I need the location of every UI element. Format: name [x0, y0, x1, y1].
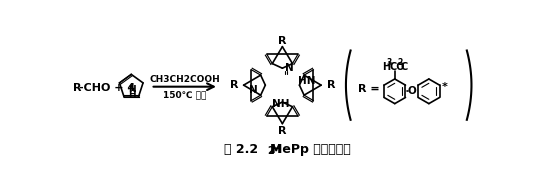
Text: CO: CO — [389, 62, 405, 72]
Text: 图 2.2   H: 图 2.2 H — [224, 143, 282, 156]
Text: -CHO + 4: -CHO + 4 — [79, 83, 135, 93]
Text: R: R — [278, 36, 286, 46]
Text: *: * — [442, 82, 448, 92]
Text: 150℃ 回流: 150℃ 回流 — [163, 90, 207, 99]
Text: 2: 2 — [398, 58, 403, 67]
Text: MePp 的合成路线: MePp 的合成路线 — [270, 143, 351, 156]
Text: R: R — [326, 80, 335, 90]
Text: 3: 3 — [386, 58, 392, 67]
Text: N: N — [285, 63, 294, 73]
Text: HN: HN — [298, 76, 315, 85]
Text: R: R — [278, 125, 286, 136]
Text: CH3CH2COOH: CH3CH2COOH — [150, 75, 220, 84]
Text: O: O — [407, 86, 416, 96]
Text: C: C — [401, 62, 408, 72]
Text: H: H — [382, 62, 391, 72]
Text: NH: NH — [271, 99, 289, 109]
Text: R: R — [73, 83, 81, 93]
Text: N: N — [128, 85, 136, 94]
Text: R: R — [230, 80, 238, 90]
Text: R =: R = — [357, 84, 379, 94]
Text: 2: 2 — [267, 146, 274, 156]
Text: H: H — [128, 90, 136, 99]
Text: N: N — [249, 85, 258, 95]
